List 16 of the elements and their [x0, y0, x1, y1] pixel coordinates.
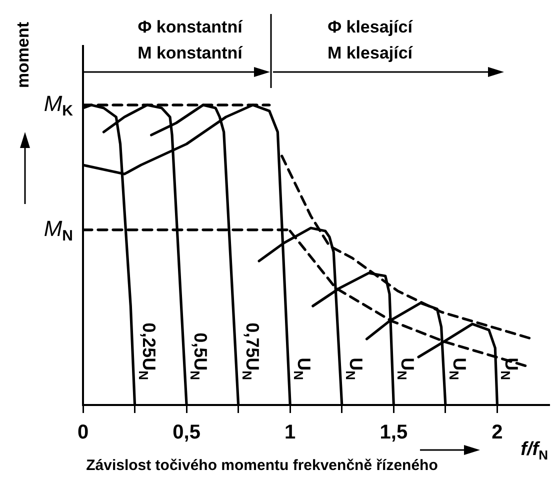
y-axis-title: moment — [14, 22, 33, 88]
x-tick-label: 0,5 — [172, 422, 200, 444]
text: UN — [394, 358, 418, 380]
x-tick-label: 1 — [284, 422, 296, 444]
x-tick-label: 2 — [492, 422, 503, 444]
x-tick-label: 0 — [77, 422, 89, 444]
text: 0,25UN — [136, 322, 159, 380]
text: Φ klesající M klesající — [327, 18, 414, 63]
text: UN — [342, 358, 366, 380]
text: UN — [291, 358, 314, 380]
text: UN — [446, 358, 470, 380]
x-tick-label: 1,5 — [380, 422, 408, 444]
text: 0,75UN — [239, 322, 262, 380]
text: 0,5UN — [188, 332, 211, 380]
text: Φ konstantní M konstantní — [138, 18, 244, 63]
text: Závislost točivého momentu frekvenčně řízeného — [86, 457, 438, 474]
